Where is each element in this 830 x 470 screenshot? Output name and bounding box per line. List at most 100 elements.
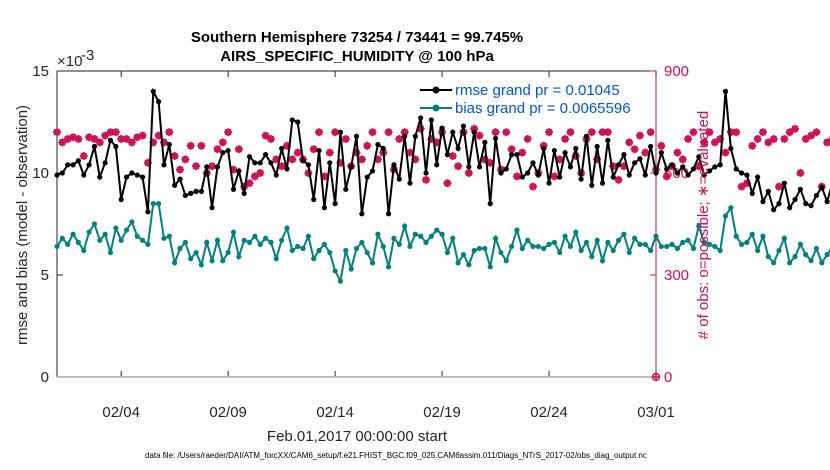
rmse-point xyxy=(241,190,247,196)
bias-point xyxy=(188,256,194,262)
exponent-power: -3 xyxy=(81,47,94,64)
bias-point xyxy=(722,213,729,219)
rmse-point xyxy=(134,172,140,178)
bias-point xyxy=(257,241,263,247)
rmse-point xyxy=(380,145,386,152)
bias-point xyxy=(674,245,680,252)
bias-point xyxy=(733,233,739,239)
bias-point xyxy=(423,239,429,245)
rmse-point xyxy=(385,211,392,217)
rmse-point xyxy=(492,135,499,141)
obs-evaluated-point xyxy=(443,179,452,188)
rmse-point xyxy=(295,119,301,125)
rmse-point xyxy=(551,147,557,154)
bias-point xyxy=(161,235,167,241)
obs-evaluated-point xyxy=(475,131,484,140)
exponent-label: ×10 -3 xyxy=(57,47,94,70)
bias-point xyxy=(193,249,199,256)
rmse-point xyxy=(423,170,429,176)
obs-evaluated-point xyxy=(309,145,318,154)
rmse-point xyxy=(637,156,643,162)
rmse-point xyxy=(803,201,809,207)
bias-point xyxy=(808,258,814,264)
obs-evaluated-point xyxy=(625,138,634,147)
rmse-point xyxy=(444,152,451,158)
rmse-point xyxy=(605,137,611,143)
rmse-point xyxy=(455,145,461,152)
obs-evaluated-point xyxy=(277,162,286,171)
legend-rmse-marker xyxy=(432,86,440,94)
bias-point xyxy=(204,239,210,245)
bias-point xyxy=(632,235,638,241)
rmse-point xyxy=(535,172,541,178)
y-left-tick-label: 10 xyxy=(32,165,49,182)
obs-evaluated-point xyxy=(101,131,110,140)
rmse-point xyxy=(664,166,670,172)
rmse-point xyxy=(589,182,595,188)
obs-evaluated-point xyxy=(587,128,596,137)
bias-point xyxy=(343,247,349,254)
rmse-point xyxy=(487,201,493,207)
rmse-point xyxy=(706,168,713,174)
rmse-point xyxy=(332,201,338,207)
bias-point xyxy=(91,221,98,227)
obs-evaluated-point xyxy=(357,155,366,164)
bias-point xyxy=(551,239,557,245)
rmse-point xyxy=(353,133,360,139)
bias-point xyxy=(113,225,119,231)
obs-evaluated-point xyxy=(127,138,136,147)
obs-evaluated-point xyxy=(454,162,463,171)
bias-point xyxy=(514,227,520,233)
obs-evaluated-point xyxy=(545,128,554,137)
bias-point xyxy=(701,239,707,245)
rmse-point xyxy=(546,180,552,186)
obs-evaluated-point xyxy=(256,169,265,177)
x-tick-label: 02/19 xyxy=(423,404,461,421)
rmse-point xyxy=(375,141,381,148)
y-left-tick-label: 5 xyxy=(41,267,49,284)
bias-point xyxy=(760,233,766,239)
chart-subtitle: AIRS_SPECIFIC_HUMIDITY @ 100 hPa xyxy=(220,48,494,65)
rmse-point xyxy=(209,205,215,211)
rmse-point xyxy=(557,174,563,180)
rmse-point xyxy=(781,180,787,186)
obs-evaluated-point xyxy=(192,162,201,171)
rmse-point xyxy=(797,186,804,192)
bias-point xyxy=(236,254,242,260)
obs-evaluated-point xyxy=(689,128,698,137)
bias-line xyxy=(56,202,830,285)
rmse-point xyxy=(658,150,664,156)
rmse-point xyxy=(530,160,536,166)
rmse-point xyxy=(188,190,194,196)
obs-evaluated-point xyxy=(422,175,431,184)
rmse-point xyxy=(236,168,242,174)
chart-title: Southern Hemisphere 73254 / 73441 = 99.7… xyxy=(191,29,523,46)
rmse-point xyxy=(343,186,349,192)
bias-point xyxy=(525,237,531,243)
bias-point xyxy=(482,245,488,252)
bias-point xyxy=(712,243,718,250)
rmse-point xyxy=(418,115,424,121)
bias-point xyxy=(717,247,723,254)
rmse-point xyxy=(471,129,477,135)
obs-evaluated-point xyxy=(186,141,195,150)
y-axis-label-left: rmse and bias (model - observation) xyxy=(14,105,31,345)
obs-evaluated-point xyxy=(673,148,682,157)
bias-point xyxy=(776,247,782,254)
obs-evaluated-point xyxy=(384,128,393,137)
bias-point xyxy=(273,256,279,262)
obs-evaluated-point xyxy=(363,141,372,150)
rmse-point xyxy=(407,180,413,186)
x-tick-label: 03/01 xyxy=(637,404,675,421)
rmse-point xyxy=(669,162,675,168)
obs-evaluated-point xyxy=(213,145,222,154)
rmse-point xyxy=(230,186,237,192)
rmse-point xyxy=(819,184,825,190)
rmse-point xyxy=(300,158,306,164)
bias-point xyxy=(803,252,809,258)
legend-rmse-label: rmse grand pr = 0.01045 xyxy=(455,82,620,99)
rmse-point xyxy=(156,99,162,105)
bias-point xyxy=(150,201,156,207)
obs-evaluated-point xyxy=(678,155,687,164)
obs-evaluated-point xyxy=(111,128,120,137)
